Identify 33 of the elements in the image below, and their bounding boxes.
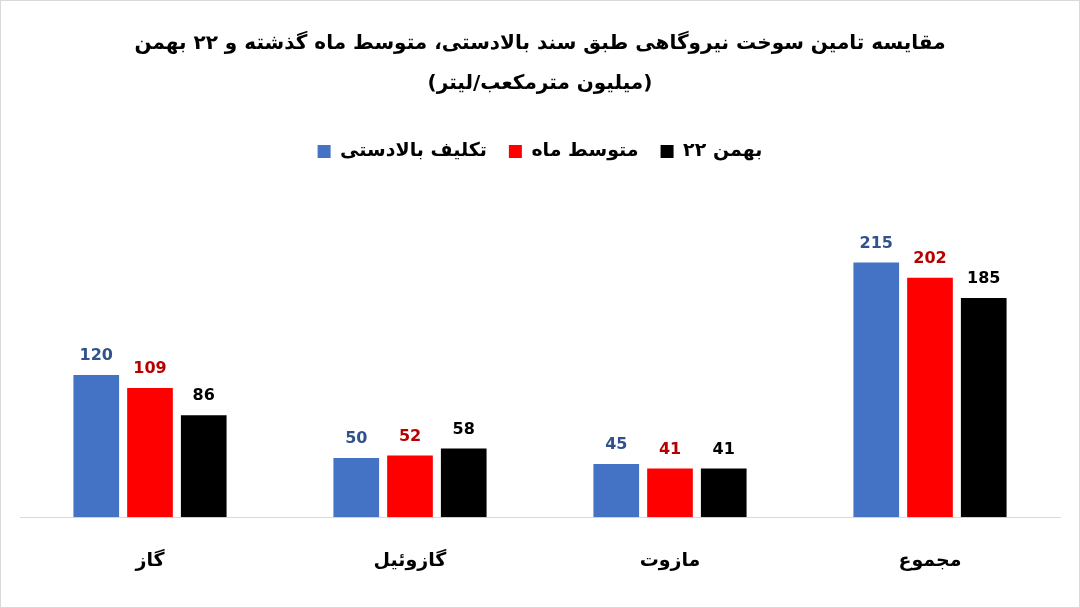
data-label: 41 — [712, 438, 735, 458]
data-label: 86 — [192, 385, 215, 405]
data-label: 109 — [133, 358, 167, 378]
bar — [593, 463, 640, 518]
data-label: 50 — [345, 428, 368, 448]
data-label: 120 — [79, 345, 113, 365]
chart-title: مقایسه تامین سوخت نیروگاهی طبق سند بالادستی، متوسط ماه گذشته و ۲۲ بهمن — [134, 30, 946, 55]
bar — [907, 277, 953, 518]
bar — [853, 262, 900, 518]
data-label: 202 — [913, 248, 947, 268]
bar — [440, 448, 487, 518]
data-label: 215 — [859, 232, 893, 252]
data-label: 41 — [658, 438, 682, 458]
legend-label: تکلیف بالادستی — [340, 138, 487, 161]
x-tick-label: گازوئیل — [373, 547, 448, 571]
bar — [647, 468, 693, 518]
bar — [387, 455, 433, 518]
x-tick-label: مازوت — [639, 547, 701, 571]
bar — [127, 388, 173, 518]
legend-label: متوسط ماه — [531, 138, 639, 162]
legend-label: ۲۲ بهمن — [683, 138, 763, 162]
x-tick-label: گاز — [134, 547, 166, 571]
data-label: 52 — [398, 425, 422, 445]
data-label: 58 — [452, 418, 475, 438]
bar — [73, 375, 120, 518]
data-label: 45 — [605, 434, 628, 454]
bar — [960, 298, 1007, 518]
chart-subtitle: (میلیون مترمکعب/لیتر) — [427, 70, 653, 95]
bar — [180, 415, 227, 518]
bar — [333, 457, 380, 518]
data-label: 185 — [967, 268, 1001, 288]
x-tick-label: مجموع — [898, 547, 962, 571]
bar — [700, 468, 747, 518]
